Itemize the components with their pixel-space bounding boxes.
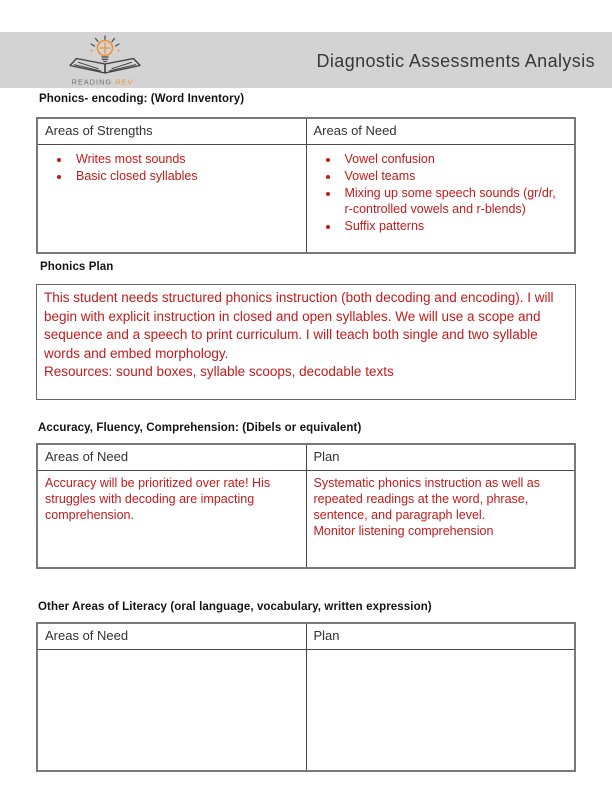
list-item: Mixing up some speech sounds (gr/dr, r-c…	[340, 185, 568, 217]
list-item: Suffix patterns	[340, 218, 568, 234]
column-header-plan: Plan	[305, 622, 576, 650]
brand-text-primary: READING	[72, 78, 116, 87]
strengths-cell: Writes most sounds Basic closed syllable…	[36, 143, 307, 254]
list-item: Vowel teams	[340, 168, 568, 184]
phonics-plan-box: This student needs structured phonics in…	[36, 284, 576, 400]
column-header-areas-of-strengths: Areas of Strengths	[36, 117, 307, 145]
brand-text: READING REV	[72, 78, 134, 87]
document-title: Diagnostic Assessments Analysis	[316, 51, 595, 71]
section-heading-other-literacy: Other Areas of Literacy (oral language, …	[38, 601, 432, 613]
phonics-encoding-table: Areas of Strengths Areas of Need Writes …	[36, 117, 576, 254]
list-item: Basic closed syllables	[71, 168, 299, 184]
fluency-need-cell: Accuracy will be prioritized over rate! …	[36, 469, 307, 569]
sparkle-dot-left	[90, 49, 93, 52]
sparkle-dot-right	[117, 49, 120, 52]
table-body-row: Accuracy will be prioritized over rate! …	[36, 469, 576, 569]
lightbulb-icon	[96, 39, 114, 63]
strengths-list: Writes most sounds Basic closed syllable…	[45, 151, 299, 184]
phonics-plan-resources: Resources: sound boxes, syllable scoops,…	[44, 364, 394, 379]
sparkle-rays-icon	[90, 35, 120, 47]
column-header-areas-of-need: Areas of Need	[36, 443, 307, 471]
fluency-plan-cell: Systematic phonics instruction as well a…	[305, 469, 576, 569]
table-header-row: Areas of Need Plan	[36, 443, 576, 471]
table-header-row: Areas of Need Plan	[36, 622, 576, 650]
table-body-row: Writes most sounds Basic closed syllable…	[36, 143, 576, 254]
list-item: Vowel confusion	[340, 151, 568, 167]
needs-cell: Vowel confusion Vowel teams Mixing up so…	[305, 143, 576, 254]
table-header-row: Areas of Strengths Areas of Need	[36, 117, 576, 145]
column-header-plan: Plan	[305, 443, 576, 471]
column-header-areas-of-need: Areas of Need	[36, 622, 307, 650]
section-heading-phonics-encoding: Phonics- encoding: (Word Inventory)	[39, 93, 245, 105]
reading-rev-logo-graphic: READING REV	[69, 35, 141, 87]
header-bar: READING REV Diagnostic Assessments Analy…	[0, 32, 612, 88]
table-body-row	[36, 648, 576, 772]
open-book-icon	[69, 57, 141, 74]
needs-list: Vowel confusion Vowel teams Mixing up so…	[314, 151, 568, 234]
list-item: Writes most sounds	[71, 151, 299, 167]
brand-text-accent: REV	[115, 78, 133, 87]
other-plan-cell-empty	[305, 648, 576, 772]
section-heading-phonics-plan: Phonics Plan	[40, 261, 114, 273]
other-literacy-table: Areas of Need Plan	[36, 622, 576, 772]
other-need-cell-empty	[36, 648, 307, 772]
fluency-table: Areas of Need Plan Accuracy will be prio…	[36, 443, 576, 569]
phonics-plan-paragraph: This student needs structured phonics in…	[44, 290, 554, 361]
fluency-plan-monitor-text: Monitor listening comprehension	[313, 523, 494, 538]
fluency-need-text: Accuracy will be prioritized over rate! …	[45, 475, 271, 522]
section-heading-fluency: Accuracy, Fluency, Comprehension: (Dibel…	[38, 422, 362, 434]
fluency-plan-text: Systematic phonics instruction as well a…	[313, 475, 540, 522]
column-header-areas-of-need: Areas of Need	[305, 117, 576, 145]
reading-rev-logo: READING REV	[55, 33, 150, 88]
